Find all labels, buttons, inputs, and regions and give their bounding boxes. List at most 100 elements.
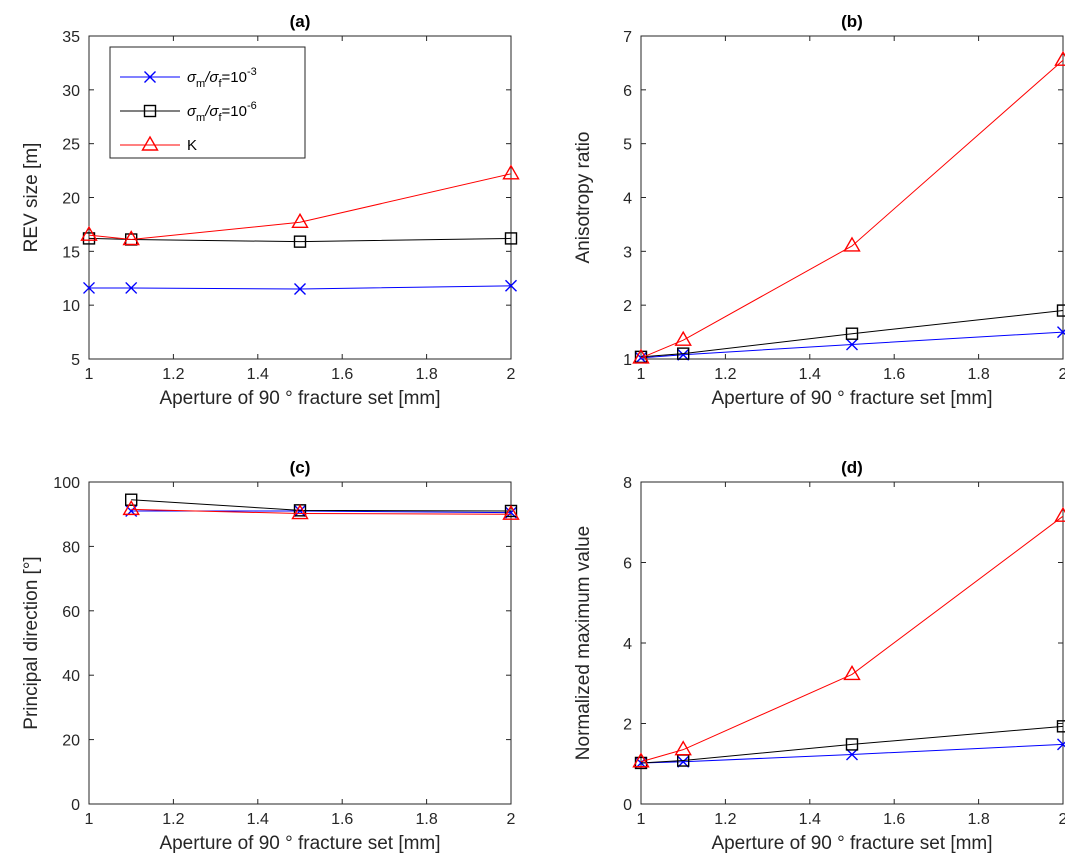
x-tick-label: 1.4 <box>799 366 821 383</box>
y-tick-label: 6 <box>623 556 632 573</box>
x-tick-label: 1.8 <box>967 366 989 383</box>
y-axis-label: Anisotropy ratio <box>573 131 594 263</box>
series-2 <box>634 720 1065 770</box>
x-tick-label: 2 <box>507 811 516 828</box>
y-tick-label: 6 <box>623 83 632 100</box>
data-point <box>294 283 306 296</box>
y-tick-label: 10 <box>62 298 80 315</box>
y-tick-label: 2 <box>623 717 632 734</box>
series-line <box>640 725 1064 764</box>
data-point <box>677 347 690 360</box>
x-tick-label: 1.2 <box>714 366 736 383</box>
axes-box <box>640 481 1064 805</box>
data-point <box>1054 506 1065 522</box>
series-1 <box>635 738 1065 769</box>
y-tick-label: 40 <box>62 668 80 685</box>
x-axis-label: Aperture of 90 ° fracture set [mm] <box>159 388 440 409</box>
data-point <box>504 232 518 245</box>
series-2 <box>634 304 1065 364</box>
y-tick-label: 4 <box>623 191 632 208</box>
y-tick-label: 4 <box>623 636 632 653</box>
legend: σm/σf=10-3 σm/σf=10-6 K <box>109 46 306 159</box>
data-point <box>122 499 140 516</box>
y-tick-label: 1 <box>623 352 632 369</box>
legend-marker <box>141 135 159 151</box>
y-tick-label: 25 <box>62 137 80 154</box>
data-point <box>293 235 307 248</box>
axes-box <box>88 481 512 805</box>
panel-d: 1 1.2 1.4 1.6 1.8 2 0 2 4 6 8 (d) Aperture of 90 ° f… <box>573 458 1065 854</box>
data-point <box>122 230 140 246</box>
data-point <box>505 279 517 292</box>
x-tick-label: 1.2 <box>714 811 736 828</box>
series-2 <box>82 232 518 248</box>
panel-title: (c) <box>290 458 311 477</box>
x-tick-label: 1.8 <box>415 366 437 383</box>
x-tick-label: 1 <box>85 811 94 828</box>
y-tick-label: 20 <box>62 191 80 208</box>
x-tick-label: 2 <box>1059 811 1065 828</box>
data-point <box>843 664 861 681</box>
series-3 <box>632 506 1065 768</box>
series-1 <box>83 279 517 296</box>
x-tick-label: 1.6 <box>883 366 905 383</box>
legend-entry: K <box>120 135 197 154</box>
y-axis-label: Normalized maximum value <box>573 526 594 760</box>
x-axis-label: Aperture of 90 ° fracture set [mm] <box>711 833 992 854</box>
x-axis-label: Aperture of 90 ° fracture set [mm] <box>711 388 992 409</box>
data-point <box>1057 738 1065 751</box>
y-tick-label: 30 <box>62 83 80 100</box>
x-tick-label: 1.8 <box>415 811 437 828</box>
x-tick-label: 2 <box>507 366 516 383</box>
y-tick-label: 5 <box>623 137 632 154</box>
legend-entry: σm/σf=10-3 <box>120 66 257 90</box>
data-point <box>846 748 858 761</box>
y-tick-label: 8 <box>623 475 632 492</box>
series-line <box>640 310 1064 358</box>
data-point <box>1057 326 1065 339</box>
series-line <box>131 499 512 512</box>
y-tick-label: 15 <box>62 244 80 261</box>
legend-marker <box>143 104 157 118</box>
legend-label: K <box>187 137 197 154</box>
y-tick-label: 80 <box>62 539 80 556</box>
y-tick-label: 20 <box>62 733 80 750</box>
x-tick-label: 1 <box>85 366 94 383</box>
data-point <box>846 338 858 351</box>
y-tick-label: 60 <box>62 604 80 621</box>
x-tick-label: 1.4 <box>799 811 821 828</box>
data-point <box>291 212 309 228</box>
data-point <box>124 493 138 506</box>
panel-title: (d) <box>841 458 863 477</box>
y-tick-label: 35 <box>62 29 80 46</box>
panel-b: 1 1.2 1.4 1.6 1.8 2 1 2 3 4 5 6 7 (b) Aperture of 90 °… <box>573 12 1065 409</box>
data-point <box>294 504 306 517</box>
y-tick-label: 0 <box>623 797 632 814</box>
series-line <box>640 331 1064 359</box>
series-1 <box>125 504 517 519</box>
x-tick-label: 1.6 <box>331 366 353 383</box>
data-point <box>1056 304 1065 317</box>
y-tick-label: 7 <box>623 29 632 46</box>
x-tick-label: 1 <box>637 366 646 383</box>
data-point <box>502 504 520 520</box>
series-2 <box>124 493 518 518</box>
data-point <box>845 738 859 751</box>
x-tick-label: 1.4 <box>247 811 269 828</box>
data-point <box>674 330 692 346</box>
series-line <box>131 508 512 515</box>
data-point <box>674 740 692 756</box>
x-tick-label: 1.4 <box>247 366 269 383</box>
legend-box <box>109 46 306 159</box>
panel-title: (b) <box>841 12 863 31</box>
panel-title: (a) <box>290 12 311 31</box>
series-line <box>640 743 1064 764</box>
legend-marker <box>144 71 156 83</box>
x-tick-label: 2 <box>1059 366 1065 383</box>
data-point <box>125 281 138 294</box>
legend-label: σm/σf=10-6 <box>187 100 257 124</box>
x-tick-label: 1 <box>637 811 646 828</box>
axes-box <box>640 35 1064 360</box>
